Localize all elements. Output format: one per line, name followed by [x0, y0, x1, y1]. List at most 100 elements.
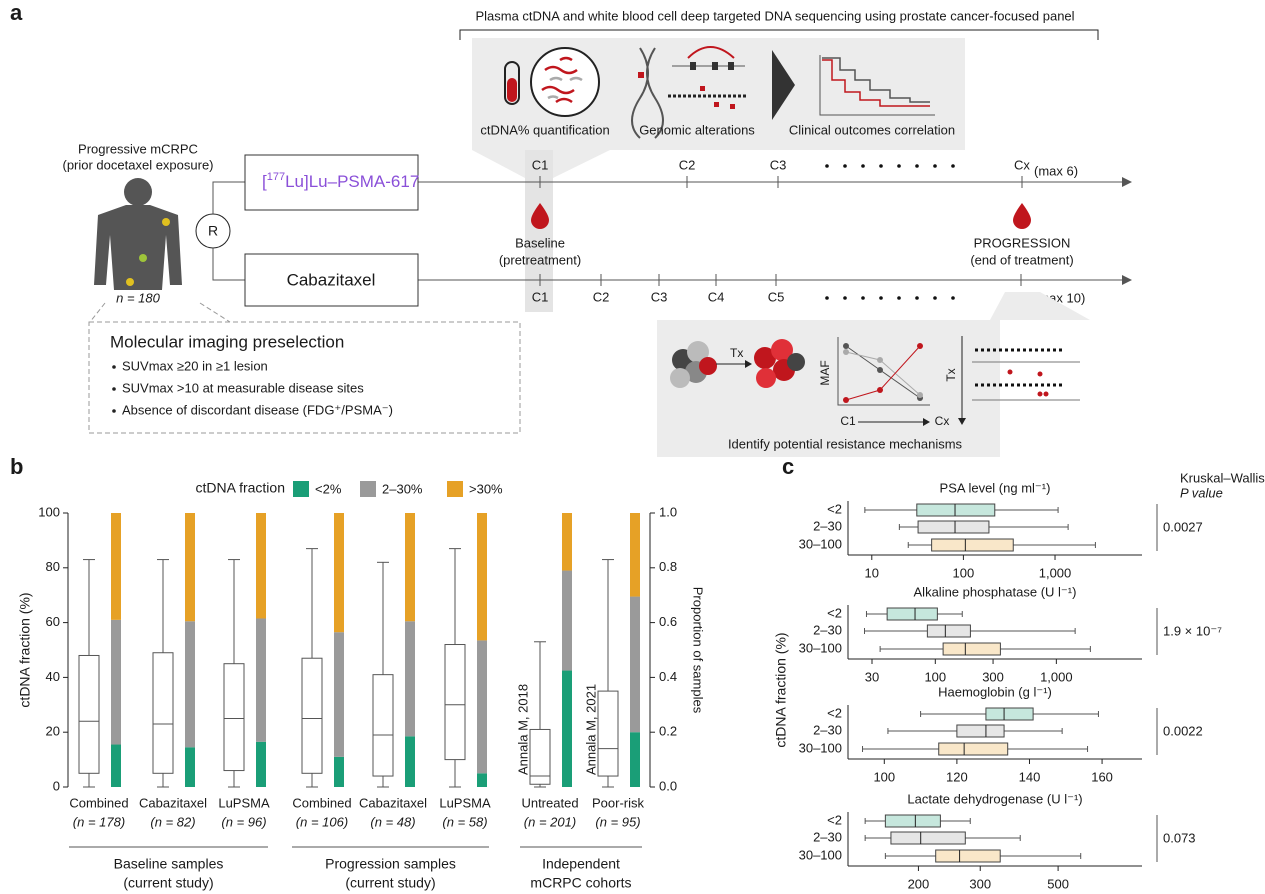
x-tick-label: Combined — [292, 795, 351, 810]
bottom-box — [657, 320, 1000, 457]
arm-name-part: [ — [262, 172, 267, 191]
row-label: <2 — [827, 705, 842, 720]
x-tick-n: (n = 106) — [296, 814, 348, 829]
stacked-bar — [185, 747, 195, 787]
x-tick-n: (n = 201) — [524, 814, 576, 829]
charts: 0 20 40 60 80 100 0.0 0.2 0.4 0.6 0.8 1.0 ctDNA frac… — [17, 480, 1223, 892]
row-label: 30–100 — [799, 640, 842, 655]
y2-axis-label: Proportion of samples — [691, 587, 706, 714]
stacked-bar — [111, 619, 121, 745]
y-tick-label: 20 — [46, 724, 60, 739]
population: (prior docetaxel exposure) — [62, 157, 213, 172]
timepoint: (pretreatment) — [499, 252, 581, 267]
bottom-callout — [990, 292, 1090, 320]
x-tick-label: 300 — [969, 876, 991, 891]
row-label: 30–100 — [799, 847, 842, 862]
box — [935, 849, 1001, 863]
y-tick-label: 100 — [38, 504, 60, 519]
group-label: Progression samples — [325, 856, 456, 872]
cycle-label: C3 — [651, 289, 668, 304]
maf-icon — [837, 337, 930, 426]
row-label: <2 — [827, 501, 842, 516]
row-label: <2 — [827, 812, 842, 827]
stacked-bar — [562, 670, 572, 787]
box — [444, 644, 466, 761]
group-sublabel: mCRPC cohorts — [530, 875, 631, 891]
genomic-icon — [631, 46, 748, 139]
x-tick-label: 100 — [873, 769, 895, 784]
cohort-label: Annala M, 2018 — [515, 684, 530, 775]
baseline-column — [525, 150, 553, 312]
panel-a: a Plasma ctDNA and white blood cell deep… — [10, 0, 1132, 457]
p-value: 0.0027 — [1163, 519, 1203, 534]
x-tick-label: 10 — [865, 565, 879, 580]
maf-label: MAF — [818, 360, 832, 385]
cycle-label: C2 — [593, 289, 610, 304]
panel-label: a — [10, 0, 23, 25]
group-label: Independent — [542, 856, 620, 872]
bullet: Absence of discordant disease (FDG⁺/PSMA… — [122, 402, 393, 417]
legend-label: 2–30% — [382, 481, 423, 496]
ctdna-icon — [504, 47, 600, 117]
preselection-title: Molecular imaging preselection — [110, 332, 344, 351]
patient-figure — [94, 178, 182, 290]
stacked-bar — [477, 640, 487, 774]
stacked-bar — [256, 513, 266, 619]
icon-label: ctDNA% quantification — [480, 122, 609, 137]
c1-label: C1 — [840, 414, 856, 428]
stacked-bar — [477, 773, 487, 787]
sample-size: n = 180 — [116, 290, 161, 305]
legend-label: >30% — [469, 481, 503, 496]
x-tick-label: 140 — [1019, 769, 1041, 784]
bullet: SUVmax ≥20 in ≥1 lesion — [122, 358, 268, 373]
subplot-title: Lactate dehydrogenase (U l⁻¹) — [907, 791, 1082, 806]
timepoint: Baseline — [515, 235, 565, 250]
box — [529, 728, 551, 785]
group-sublabel: (current study) — [123, 875, 213, 891]
icon-label: Genomic alterations — [639, 122, 755, 137]
stacked-bar — [334, 632, 344, 757]
legend-title: ctDNA fraction — [196, 480, 285, 496]
y-axis-label: ctDNA fraction (%) — [17, 592, 33, 707]
cohort-label: Annala M, 2021 — [583, 684, 598, 775]
x-tick-label: LuPSMA — [439, 795, 491, 810]
x-tick-label: 100 — [924, 669, 946, 684]
cycle-label: Cx — [1014, 157, 1030, 172]
arm-name-sup: 177 — [267, 171, 285, 183]
stacked-bar — [334, 756, 344, 787]
stacked-bar — [185, 621, 195, 748]
cycle-label: C2 — [679, 157, 696, 172]
x-tick-n: (n = 178) — [73, 814, 125, 829]
test-subtitle: P value — [1180, 485, 1223, 500]
stacked-bar — [477, 513, 487, 641]
row-label: <2 — [827, 605, 842, 620]
km-icon — [819, 55, 935, 116]
box — [985, 707, 1034, 721]
tx-icon — [958, 336, 1080, 425]
cycle-label: C5 — [768, 289, 785, 304]
row-label: 30–100 — [799, 740, 842, 755]
timeline-dots — [825, 164, 955, 300]
group-sublabel: (current study) — [345, 875, 435, 891]
stacked-bar — [562, 570, 572, 671]
arrow-icon — [772, 50, 795, 120]
timepoint: (end of treatment) — [970, 252, 1073, 267]
legend-swatch — [360, 481, 376, 497]
y2-tick-label: 0.4 — [659, 669, 677, 684]
arrow-head — [1122, 275, 1132, 285]
stacked-bar — [630, 732, 640, 787]
cycle-label: C1 — [532, 289, 549, 304]
legend-swatch — [447, 481, 463, 497]
row-label: 2–30 — [813, 622, 842, 637]
x-tick-label: 500 — [1047, 876, 1069, 891]
x-tick-label: Untreated — [521, 795, 578, 810]
arm-name: Cabazitaxel — [287, 270, 376, 289]
stacked-bar — [405, 736, 415, 787]
x-tick-label: Combined — [69, 795, 128, 810]
tumour-icon — [670, 339, 805, 388]
subplot-title: Haemoglobin (g l⁻¹) — [938, 684, 1052, 699]
box — [942, 642, 1001, 656]
box — [886, 607, 938, 621]
arm1-cycles: C1 C2 C3 C1 C2 C3 C4 C5 — [532, 157, 787, 304]
x-tick-label: 1,000 — [1039, 565, 1072, 580]
